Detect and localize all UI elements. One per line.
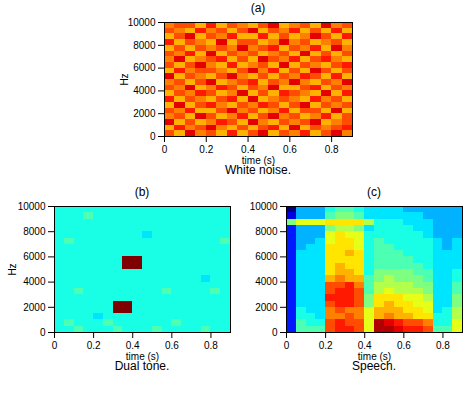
svg-text:4000: 4000: [23, 276, 46, 287]
svg-text:0.4: 0.4: [126, 340, 140, 351]
svg-text:4000: 4000: [133, 85, 156, 96]
svg-text:time (s): time (s): [125, 350, 160, 362]
svg-text:0.6: 0.6: [397, 340, 411, 351]
svg-text:4000: 4000: [255, 276, 278, 287]
svg-text:0: 0: [40, 327, 46, 338]
svg-text:Hz: Hz: [119, 73, 130, 85]
svg-text:0.4: 0.4: [241, 144, 255, 155]
svg-text:2000: 2000: [133, 108, 156, 119]
svg-text:0: 0: [162, 144, 168, 155]
svg-text:6000: 6000: [255, 251, 278, 262]
html-text:Speech.: Speech.: [352, 359, 396, 373]
html-text:(a): (a): [250, 1, 266, 15]
svg-text:8000: 8000: [255, 226, 278, 237]
svg-text:0: 0: [284, 340, 290, 351]
svg-text:time (s): time (s): [357, 350, 392, 362]
html-text:(c): (c): [367, 185, 381, 199]
svg-text:8000: 8000: [23, 226, 46, 237]
svg-text:0: 0: [272, 327, 278, 338]
html-text:White noise.: White noise.: [225, 163, 291, 177]
svg-text:0.8: 0.8: [204, 340, 218, 351]
svg-text:6000: 6000: [133, 62, 156, 73]
svg-text:10000: 10000: [250, 201, 278, 212]
svg-text:10000: 10000: [128, 17, 156, 28]
svg-text:0.6: 0.6: [283, 144, 297, 155]
svg-text:0.2: 0.2: [319, 340, 333, 351]
svg-text:2000: 2000: [255, 302, 278, 313]
svg-text:Hz: Hz: [7, 263, 18, 275]
svg-text:8000: 8000: [133, 40, 156, 51]
svg-text:6000: 6000: [23, 251, 46, 262]
html-text:(b): (b): [134, 185, 150, 199]
svg-text:0.2: 0.2: [87, 340, 101, 351]
html-text:Dual tone.: Dual tone.: [114, 359, 170, 373]
svg-text:0.4: 0.4: [358, 340, 372, 351]
svg-text:0.8: 0.8: [436, 340, 450, 351]
svg-text:0.6: 0.6: [165, 340, 179, 351]
svg-text:2000: 2000: [23, 302, 46, 313]
svg-text:0: 0: [150, 131, 156, 142]
svg-text:time (s): time (s): [241, 154, 276, 166]
svg-text:10000: 10000: [18, 201, 46, 212]
svg-text:0: 0: [52, 340, 58, 351]
svg-text:0.2: 0.2: [199, 144, 213, 155]
svg-text:0.8: 0.8: [325, 144, 339, 155]
